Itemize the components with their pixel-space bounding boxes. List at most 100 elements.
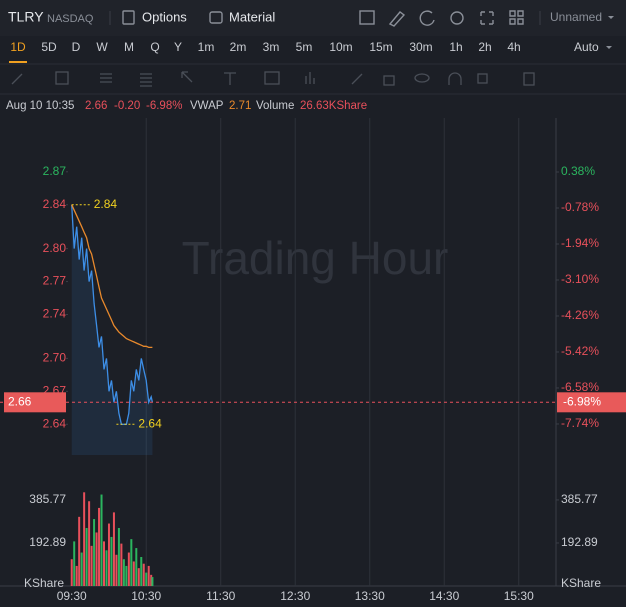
draw-icon[interactable] bbox=[388, 11, 406, 27]
volume-bar bbox=[103, 541, 106, 586]
y-tick-label: 2.84 bbox=[43, 197, 67, 211]
indicator-icon[interactable] bbox=[359, 10, 375, 25]
options-button[interactable]: Options bbox=[142, 9, 187, 24]
volume-bar bbox=[147, 565, 150, 586]
interval-button[interactable]: 1D bbox=[10, 40, 26, 54]
volume-bar bbox=[142, 563, 145, 586]
annotation-label: 2.64 bbox=[138, 416, 162, 430]
interval-button[interactable]: Y bbox=[174, 40, 182, 54]
current-price-label: 2.66 bbox=[8, 394, 32, 408]
refresh-icon[interactable] bbox=[419, 10, 435, 26]
tool-magnet[interactable] bbox=[448, 72, 462, 85]
tool-pen[interactable] bbox=[351, 73, 363, 85]
x-tick-label: 10:30 bbox=[131, 589, 161, 603]
interval-button[interactable]: 5m bbox=[296, 40, 313, 54]
volume-bar bbox=[78, 516, 81, 586]
tool-lines[interactable] bbox=[100, 73, 112, 83]
interval-button[interactable]: D bbox=[72, 40, 81, 54]
tool-rect[interactable] bbox=[55, 71, 69, 85]
tool-text[interactable] bbox=[224, 72, 236, 85]
x-tick-label: 14:30 bbox=[429, 589, 459, 603]
volume-bar bbox=[120, 543, 123, 586]
volume-bar bbox=[132, 561, 135, 586]
material-button[interactable]: Material bbox=[229, 9, 275, 24]
price-area bbox=[71, 204, 153, 455]
interval-button[interactable]: 1m bbox=[198, 40, 215, 54]
volume-tick-label: 385.77 bbox=[561, 492, 598, 506]
interval-button[interactable]: 10m bbox=[329, 40, 352, 54]
tool-bars[interactable] bbox=[305, 72, 315, 84]
tool-eye[interactable] bbox=[414, 73, 430, 83]
y2-tick-label: -3.10% bbox=[561, 272, 599, 286]
info-vwap: 2.71 bbox=[229, 100, 251, 112]
tool-label[interactable] bbox=[264, 71, 280, 85]
drawing-tools bbox=[11, 71, 535, 87]
x-tick-label: 12:30 bbox=[280, 589, 310, 603]
tool-arrow[interactable] bbox=[181, 71, 193, 83]
volume-bar bbox=[88, 501, 91, 586]
material-icon[interactable] bbox=[209, 11, 223, 24]
volume-bar bbox=[70, 559, 73, 586]
volume-bar bbox=[115, 554, 118, 586]
y-tick-label: 2.80 bbox=[43, 241, 67, 255]
x-tick-label: 11:30 bbox=[206, 589, 235, 603]
volume-bar bbox=[95, 532, 98, 586]
dropdown-arrow[interactable] bbox=[608, 16, 614, 19]
volume-bar bbox=[125, 565, 128, 586]
interval-button[interactable]: 3m bbox=[263, 40, 280, 54]
tool-copy[interactable] bbox=[477, 73, 488, 84]
interval-button[interactable]: Q bbox=[150, 40, 159, 54]
symbol[interactable]: TLRY bbox=[8, 9, 44, 25]
interval-button[interactable]: 1h bbox=[449, 40, 462, 54]
interval-button[interactable]: 15m bbox=[369, 40, 392, 54]
interval-button[interactable]: 4h bbox=[507, 40, 520, 54]
y2-tick-label: -4.26% bbox=[561, 308, 599, 322]
volume-bar bbox=[112, 512, 115, 586]
tool-line[interactable] bbox=[11, 73, 23, 85]
volume-bar bbox=[151, 577, 154, 586]
info-change-pct: -6.98% bbox=[146, 100, 182, 112]
volume-tick-label: 192.89 bbox=[29, 535, 66, 549]
layout-name[interactable]: Unnamed bbox=[550, 10, 602, 24]
volume-tick-label: 385.77 bbox=[29, 492, 66, 506]
fullscreen-icon[interactable] bbox=[480, 11, 494, 25]
volume-bar bbox=[150, 574, 153, 586]
annotation-label: 2.84 bbox=[94, 197, 118, 211]
volume-bar bbox=[80, 552, 83, 586]
volume-bar bbox=[122, 559, 125, 586]
y-tick-label: 2.74 bbox=[43, 307, 67, 321]
interval-button[interactable]: W bbox=[96, 40, 108, 54]
volume-bar bbox=[83, 492, 86, 586]
price-badge bbox=[557, 392, 626, 413]
tool-delete[interactable] bbox=[523, 72, 535, 86]
dropdown-arrow[interactable] bbox=[606, 46, 612, 49]
volume-bar bbox=[110, 536, 113, 586]
volume-bar bbox=[137, 568, 140, 586]
volume-bar bbox=[117, 528, 120, 586]
volume-bar bbox=[75, 565, 78, 586]
top-bar bbox=[0, 0, 626, 36]
y2-tick-label: -7.74% bbox=[561, 416, 599, 430]
tool-lock[interactable] bbox=[383, 75, 395, 86]
layout-icon[interactable] bbox=[509, 10, 524, 25]
interval-button[interactable]: 2m bbox=[230, 40, 247, 54]
options-icon[interactable] bbox=[122, 10, 135, 25]
volume-bar bbox=[93, 519, 96, 586]
x-tick-label: 15:30 bbox=[504, 589, 534, 603]
tool-fib[interactable] bbox=[140, 73, 152, 87]
price-line bbox=[71, 204, 154, 425]
info-change: -0.20 bbox=[114, 100, 140, 112]
exchange: NASDAQ bbox=[47, 13, 94, 25]
interval-button[interactable]: 2h bbox=[478, 40, 491, 54]
volume-bar bbox=[130, 539, 133, 586]
y2-tick-label: -0.78% bbox=[561, 200, 599, 214]
interval-row: 1D 5D D W M Q Y 1m 2m 3m 5m 10m 15m 30m 1h 2h 4h bbox=[9, 40, 521, 63]
mode-select[interactable]: Auto bbox=[574, 40, 599, 54]
settings-icon[interactable] bbox=[450, 11, 464, 25]
vwap-line bbox=[71, 204, 153, 349]
interval-button[interactable]: 5D bbox=[41, 40, 57, 54]
plot: 09:30 10:30 11:30 12:30 13:30 14:30 15:30 2.87 2… bbox=[0, 118, 626, 603]
y-tick-label: 2.77 bbox=[43, 274, 67, 288]
interval-button[interactable]: 30m bbox=[409, 40, 432, 54]
interval-button[interactable]: M bbox=[124, 40, 134, 54]
